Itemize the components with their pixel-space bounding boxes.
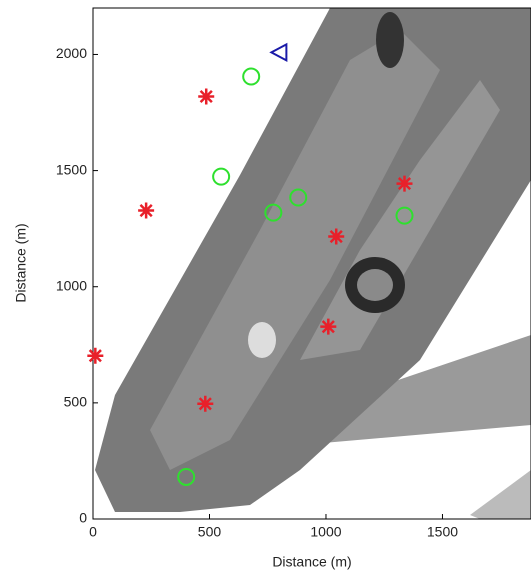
y-tick-label: 1500: [56, 161, 87, 177]
y-axis-label: Distance (m): [13, 223, 29, 302]
x-tick-label: 1000: [310, 524, 341, 540]
star-marker: [87, 347, 104, 364]
circle-marker: [177, 467, 196, 486]
plot-frame: [92, 7, 531, 520]
y-tick-label: 0: [79, 510, 87, 526]
circle-marker: [242, 67, 261, 86]
star-marker: [328, 228, 345, 245]
star-marker: [198, 88, 215, 105]
x-tick-label: 0: [89, 524, 97, 540]
sonar-image: [95, 8, 531, 519]
x-axis-label: Distance (m): [272, 554, 351, 570]
triangle-marker: [269, 42, 288, 63]
star-marker: [396, 175, 413, 192]
x-tick-label: 1500: [427, 524, 458, 540]
y-tick-label: 2000: [56, 45, 87, 61]
circle-marker: [212, 167, 231, 186]
star-marker: [197, 395, 214, 412]
star-marker: [138, 202, 155, 219]
circle-marker: [264, 203, 283, 222]
y-tick-label: 500: [64, 394, 88, 410]
x-tick-label: 500: [198, 524, 222, 540]
circle-marker: [289, 188, 308, 207]
star-marker: [320, 318, 337, 335]
circle-marker: [395, 206, 414, 225]
y-tick-label: 1000: [56, 277, 87, 293]
